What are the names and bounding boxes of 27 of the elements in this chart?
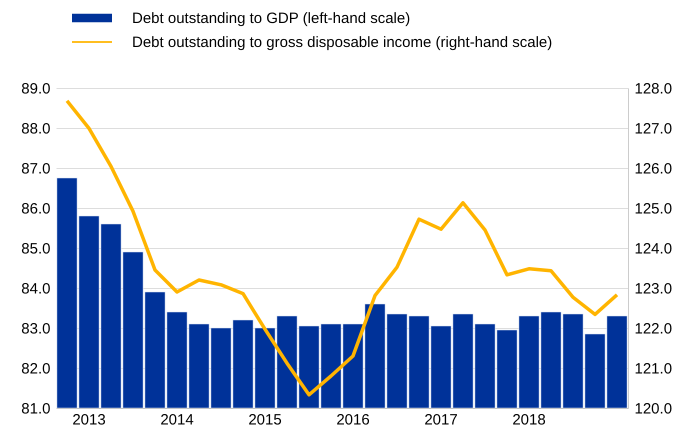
y2-tick-label: 122.0 <box>634 320 672 338</box>
y-tick-label: 82.0 <box>21 360 50 378</box>
y2-tick-label: 126.0 <box>634 160 672 178</box>
y2-tick-label: 125.0 <box>634 200 672 218</box>
y2-tick-label: 121.0 <box>634 360 672 378</box>
line-series <box>65 99 619 397</box>
x-tick-label: 2016 <box>336 412 370 428</box>
y-tick-label: 85.0 <box>21 240 50 258</box>
y-tick-label: 84.0 <box>21 280 50 298</box>
y2-tick-label: 128.0 <box>634 80 672 98</box>
y2-tick-label: 127.0 <box>634 120 672 138</box>
legend-label: Debt outstanding to GDP (left-hand scale) <box>132 10 410 27</box>
x-tick-label: 2018 <box>512 412 546 428</box>
y-tick-label: 87.0 <box>21 160 50 178</box>
y2-tick-label: 124.0 <box>634 240 672 258</box>
x-tick-label: 2014 <box>160 412 194 428</box>
y-tick-label: 88.0 <box>21 120 50 138</box>
x-tick-label: 2013 <box>72 412 106 428</box>
x-tick-label: 2017 <box>424 412 458 428</box>
y-tick-label: 89.0 <box>21 80 50 98</box>
y-tick-label: 81.0 <box>21 400 50 418</box>
x-tick-label: 2015 <box>248 412 282 428</box>
y-tick-label: 83.0 <box>21 320 50 338</box>
legend-label: Debt outstanding to gross disposable income (right-hand scale) <box>132 34 552 51</box>
y-tick-label: 86.0 <box>21 200 50 218</box>
y2-tick-label: 120.0 <box>634 400 672 418</box>
y2-tick-label: 123.0 <box>634 280 672 298</box>
